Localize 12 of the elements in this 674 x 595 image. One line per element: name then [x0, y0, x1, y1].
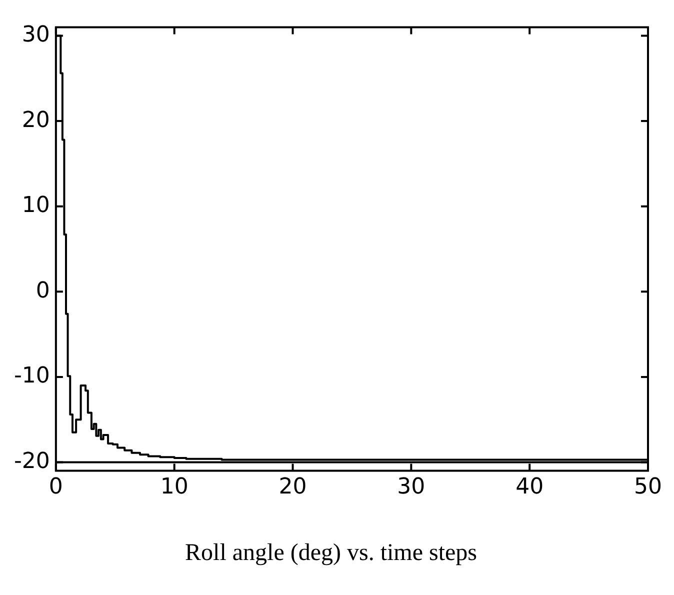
y-tick-label: -10: [14, 364, 50, 389]
x-tick-label: 10: [160, 474, 188, 500]
y-tick-label: 10: [22, 193, 50, 218]
text: Roll angle (deg) vs. time steps: [185, 540, 477, 566]
y-tick-label: 0: [36, 278, 50, 304]
x-tick-label: 40: [516, 474, 544, 500]
x-tick-label: 50: [634, 474, 662, 500]
x-tick-label: 30: [397, 474, 426, 500]
y-tick-label: -20: [14, 448, 50, 474]
x-tick-label: 20: [278, 474, 307, 500]
y-tick-label: 30: [22, 22, 50, 48]
y-tick-label: 20: [22, 108, 50, 133]
